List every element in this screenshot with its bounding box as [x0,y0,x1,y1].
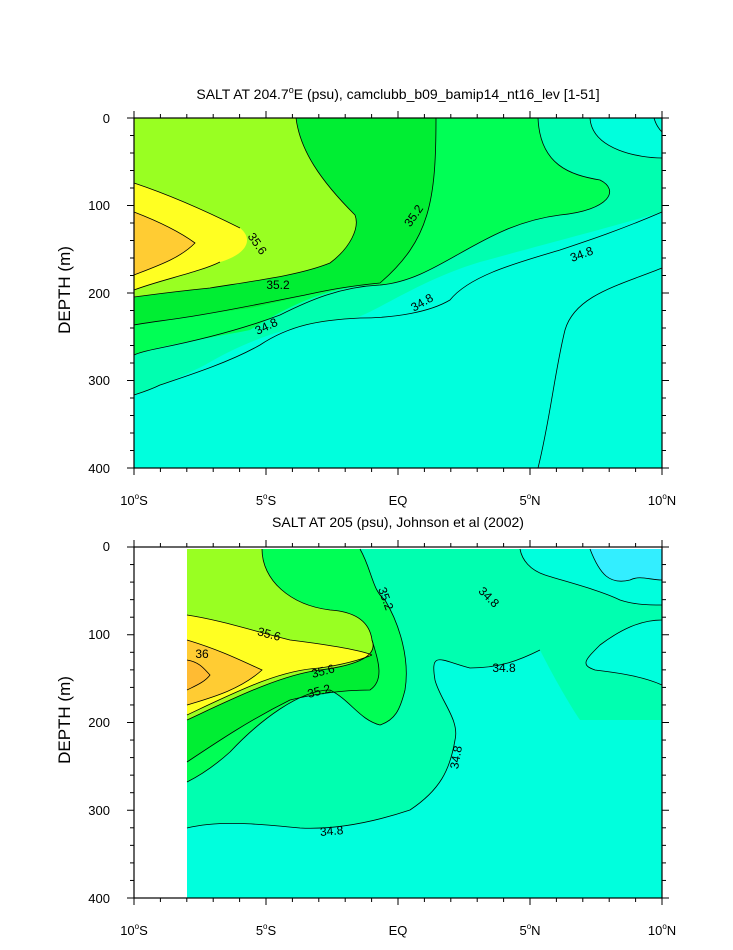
contour-label: 34.8 [492,661,516,675]
y-tick-label: 100 [88,627,110,642]
contour-label: 35.2 [306,681,332,701]
x-tick-label: EQ [389,493,408,508]
x-tick-label: 10oN [648,922,676,938]
bottom-band-gt-36 [187,660,210,690]
bottom-contour-lines [186,548,663,829]
contour-label: 34.8 [447,744,465,770]
bottom-chart-title: SALT AT 205 (psu), Johnson et al (2002) [272,514,524,530]
top-salinity-panel: SALT AT 204.7oE (psu), camclubb_b09_bami… [55,85,676,508]
y-tick-label: 0 [103,111,110,126]
bottom-band-cyan-mid [585,620,662,685]
contour-label: 35.6 [256,624,282,644]
bottom-salinity-panel: SALT AT 205 (psu), Johnson et al (2002) … [55,514,676,938]
top-filled-contours [134,118,662,468]
contour-label: 36 [195,647,209,661]
top-x-tick-labels: 10oS 5oS EQ 5oN 10oN [120,492,676,508]
x-tick-label: 10oN [648,492,676,508]
x-tick-label: 5oS [256,492,277,508]
x-tick-label: 10oS [120,492,148,508]
contour-label: 34.8 [319,823,344,839]
y-tick-label: 400 [88,461,110,476]
bottom-x-tick-labels: 10oS 5oS EQ 5oN 10oN [120,922,676,938]
contour-label: 35.2 [266,278,290,292]
top-band-cyan-corner [590,118,662,150]
contour-label: 35.6 [310,661,336,681]
bottom-y-tick-labels: 0 100 200 300 400 [88,539,110,906]
top-ticks [127,111,669,475]
top-y-axis-label: DEPTH (m) [55,246,74,334]
top-contour-lines [133,117,663,469]
x-tick-label: 5oN [519,492,540,508]
x-tick-label: EQ [389,923,408,938]
y-tick-label: 300 [88,803,110,818]
y-tick-label: 200 [88,715,110,730]
y-tick-label: 400 [88,891,110,906]
bottom-filled-contours [187,549,662,898]
bottom-band-cyan-deep [590,549,662,582]
bottom-band-35-6-35-8 [187,615,372,715]
bottom-ticks [127,540,669,905]
top-chart-title: SALT AT 204.7oE (psu), camclubb_b09_bami… [196,85,599,102]
y-tick-label: 0 [103,539,110,554]
bottom-contour-labels: 35.6 36 35.6 35.2 35.2 34.8 34.8 34.8 34… [195,584,516,839]
bottom-y-axis-label: DEPTH (m) [55,676,74,764]
x-tick-label: 10oS [120,922,148,938]
top-band-35-8-36-0 [134,212,195,275]
bottom-band-35-8-36-0 [187,640,262,705]
y-tick-label: 300 [88,373,110,388]
y-tick-label: 100 [88,198,110,213]
x-tick-label: 5oN [519,922,540,938]
x-tick-label: 5oS [256,922,277,938]
top-y-tick-labels: 0 100 200 300 400 [88,111,110,476]
y-tick-label: 200 [88,286,110,301]
